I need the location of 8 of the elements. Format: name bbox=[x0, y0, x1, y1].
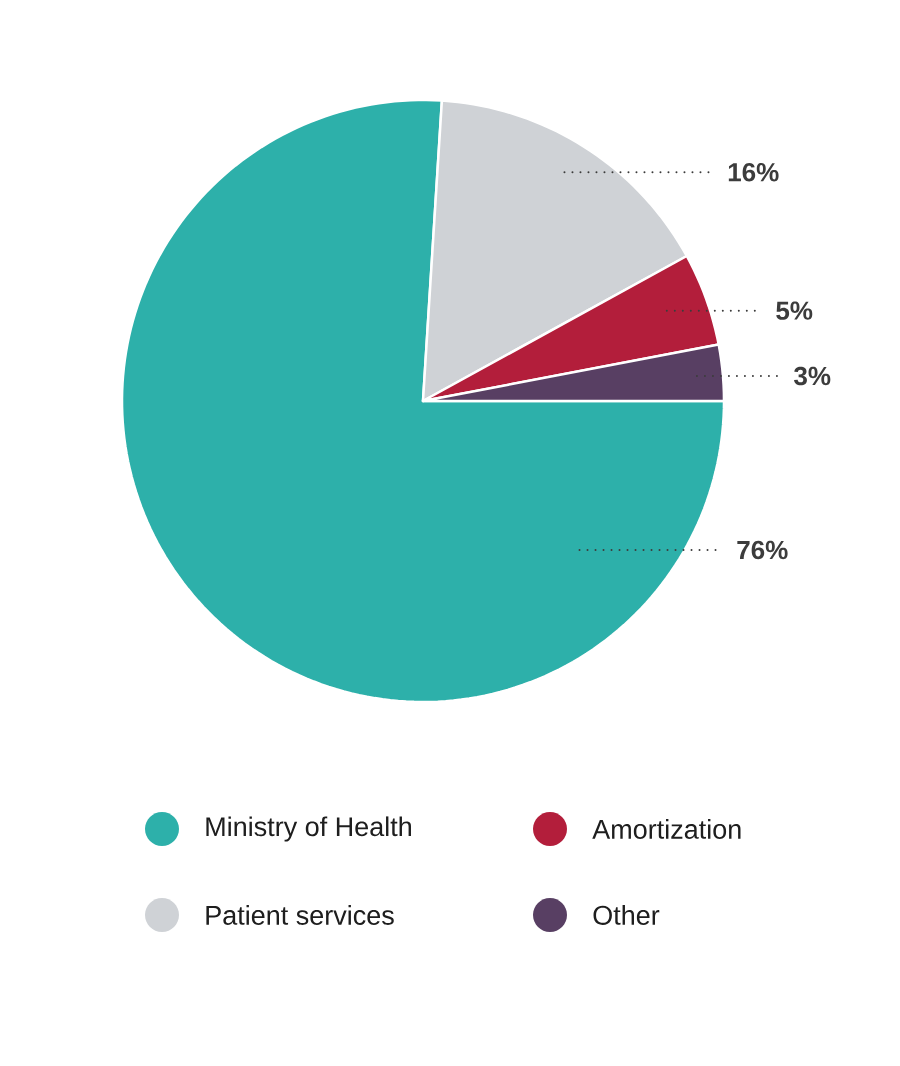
legend-label: Other bbox=[593, 905, 660, 925]
data-label: 5% bbox=[776, 301, 813, 320]
legend-label: Amortization bbox=[592, 819, 741, 839]
data-label: 76% bbox=[737, 540, 788, 560]
data-label: 16% bbox=[728, 163, 779, 182]
legend-label: Patient services bbox=[206, 905, 394, 925]
data-label: 3% bbox=[794, 366, 831, 386]
legend-label: Ministry of Health bbox=[206, 816, 411, 842]
